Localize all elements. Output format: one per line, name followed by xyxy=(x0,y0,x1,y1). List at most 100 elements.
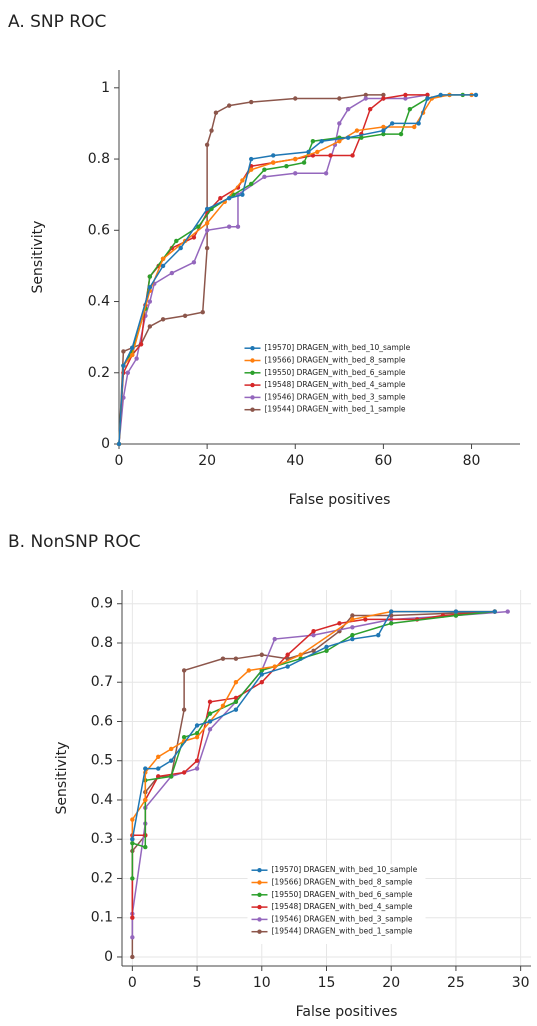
roc-point xyxy=(311,629,316,634)
roc-point xyxy=(181,770,187,775)
y-tick-label: 0 xyxy=(104,949,113,965)
roc-point xyxy=(235,224,241,229)
roc-point xyxy=(259,652,264,657)
roc-point xyxy=(453,613,459,618)
roc-point xyxy=(143,844,148,850)
roc-point xyxy=(438,92,443,98)
roc-point xyxy=(116,441,122,447)
roc-point xyxy=(121,349,126,354)
legend-marker xyxy=(250,346,255,351)
roc-point xyxy=(147,324,153,329)
roc-point xyxy=(204,228,210,233)
roc-point xyxy=(181,668,187,673)
roc-point xyxy=(138,342,144,347)
roc-point xyxy=(160,263,166,269)
roc-point xyxy=(492,609,497,614)
roc-point xyxy=(376,632,381,638)
roc-point xyxy=(240,178,245,183)
roc-point xyxy=(125,370,131,375)
roc-point xyxy=(168,746,174,752)
roc-point xyxy=(194,734,200,740)
roc-point xyxy=(248,156,254,162)
legend-label: [19570] DRAGEN_with_bed_10_sample xyxy=(272,865,418,874)
roc-point xyxy=(412,124,417,130)
legend-label: [19546] DRAGEN_with_bed_3_sample xyxy=(265,392,406,401)
y-axis-label: Sensitivity xyxy=(54,742,70,815)
roc-point xyxy=(350,153,355,158)
y-tick-label: 0.6 xyxy=(88,222,110,238)
x-tick-label: 5 xyxy=(193,975,202,991)
roc-point xyxy=(181,734,187,740)
y-tick-label: 0.4 xyxy=(91,792,113,808)
y-axis-label: Sensitivity xyxy=(30,221,46,294)
legend-marker xyxy=(250,370,255,375)
roc-point xyxy=(213,110,219,115)
roc-point xyxy=(233,695,239,701)
roc-point xyxy=(271,160,276,165)
roc-point xyxy=(130,876,135,881)
legend-label: [19548] DRAGEN_with_bed_4_sample xyxy=(265,380,406,389)
legend-label: [19570] DRAGEN_with_bed_10_sample xyxy=(265,343,411,352)
roc-point xyxy=(381,124,386,130)
roc-point xyxy=(156,766,161,771)
legend-label: [19550] DRAGEN_with_bed_6_sample xyxy=(265,368,406,377)
legend-marker xyxy=(250,395,255,400)
roc-point xyxy=(337,621,342,626)
roc-point xyxy=(293,96,298,101)
roc-point xyxy=(293,171,298,176)
chart-title: B. NonSNP ROC xyxy=(8,532,141,552)
legend-marker xyxy=(250,358,255,363)
roc-point xyxy=(367,106,373,112)
roc-point xyxy=(354,128,360,133)
roc-point xyxy=(293,156,298,162)
legend-label: [19544] DRAGEN_with_bed_1_sample xyxy=(272,927,413,936)
legend-label: [19566] DRAGEN_with_bed_8_sample xyxy=(265,356,406,365)
y-tick-label: 0.5 xyxy=(91,753,113,769)
roc-point xyxy=(174,238,179,244)
roc-point xyxy=(407,106,413,112)
roc-point xyxy=(168,758,174,763)
legend-marker xyxy=(250,382,255,388)
roc-point xyxy=(130,817,135,822)
roc-point xyxy=(350,613,355,618)
roc-point xyxy=(194,766,200,771)
roc-point xyxy=(363,96,368,101)
roc-point xyxy=(425,96,430,101)
roc-point xyxy=(337,121,342,126)
roc-point xyxy=(207,719,213,724)
roc-point xyxy=(181,707,187,712)
roc-point xyxy=(350,617,355,622)
roc-point xyxy=(233,707,239,712)
roc-point xyxy=(272,664,277,669)
roc-point xyxy=(403,92,408,98)
roc-point xyxy=(363,92,368,98)
y-tick-label: 0.8 xyxy=(91,635,113,651)
roc-point xyxy=(233,699,239,705)
legend-marker xyxy=(257,917,262,922)
roc-point xyxy=(398,131,404,137)
roc-point xyxy=(130,840,135,846)
y-tick-label: 0.7 xyxy=(91,674,113,690)
x-tick-label: 25 xyxy=(447,975,465,991)
roc-point xyxy=(262,167,267,172)
roc-point xyxy=(363,617,368,622)
x-axis-label: False positives xyxy=(296,1004,398,1020)
roc-point xyxy=(204,142,210,147)
roc-point xyxy=(345,135,351,140)
roc-point xyxy=(233,680,239,685)
roc-point xyxy=(204,206,210,212)
roc-point xyxy=(220,656,226,661)
roc-point xyxy=(284,163,289,169)
roc-point xyxy=(350,632,355,638)
roc-point xyxy=(389,609,394,614)
roc-point xyxy=(453,609,459,614)
legend-label: [19548] DRAGEN_with_bed_4_sample xyxy=(272,902,413,911)
y-tick-label: 0.3 xyxy=(91,831,113,847)
roc-point xyxy=(337,139,342,144)
x-tick-label: 20 xyxy=(198,453,216,469)
roc-point xyxy=(328,153,333,158)
roc-point xyxy=(298,652,303,657)
roc-line xyxy=(118,94,476,445)
x-tick-label: 60 xyxy=(374,453,392,469)
roc-point xyxy=(209,128,214,133)
